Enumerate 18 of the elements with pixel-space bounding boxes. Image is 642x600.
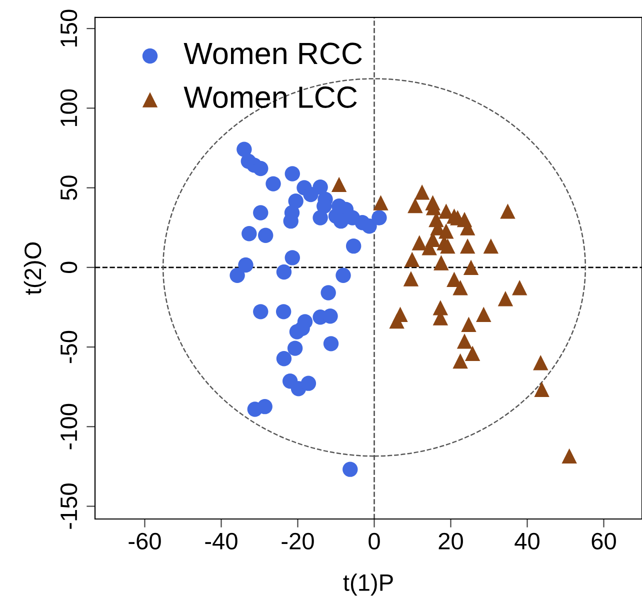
y-tick-label: 50 (60, 176, 78, 200)
y-tick-label: -50 (60, 330, 78, 364)
y-tick-label: -150 (60, 484, 78, 529)
x-tick-label: 60 (592, 532, 616, 550)
y-tick-label: 0 (60, 262, 78, 274)
y-tick-label: -100 (60, 404, 78, 450)
x-tick-label: -60 (128, 532, 161, 550)
legend-label: Women RCC (184, 42, 362, 64)
x-tick-label: 20 (438, 532, 463, 550)
y-axis-title: t(2)O (24, 242, 46, 295)
y-tick-label: 100 (60, 89, 78, 126)
x-tick-label: -20 (282, 532, 314, 550)
y-tick-label: 150 (60, 10, 78, 46)
x-tick-label: 0 (368, 532, 380, 550)
x-tick-label: 40 (514, 532, 540, 550)
x-axis-title: t(1)P (343, 574, 393, 596)
legend-label: Women LCC (184, 86, 357, 108)
x-tick-label: -40 (205, 532, 238, 550)
